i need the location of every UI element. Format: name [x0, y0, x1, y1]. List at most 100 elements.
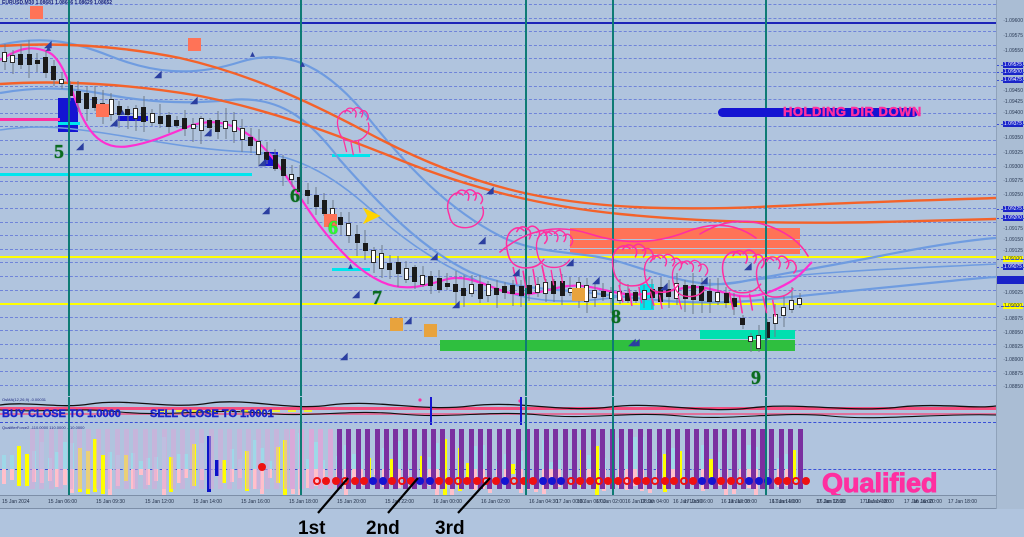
oscillator-header: OsMA(12,26,9) -0.00031	[2, 397, 47, 402]
price-axis-label: 1.09025	[1003, 290, 1023, 296]
grid-line	[0, 222, 996, 223]
candle-body	[174, 119, 180, 126]
histogram-signal-dot	[726, 477, 735, 485]
histogram-signal-dot	[378, 477, 387, 485]
demand-zone	[440, 340, 795, 351]
histogram-bar-positive	[146, 458, 151, 469]
sell-arrow-icon: ◢	[452, 299, 460, 310]
time-axis-label: 17 Jan 08:00	[728, 499, 757, 505]
histogram-signal-dot	[529, 477, 538, 485]
histogram-bar-negative	[503, 469, 508, 481]
price-axis-marker	[997, 72, 1024, 73]
histogram-signal-dot	[689, 477, 697, 485]
histogram-bar-negative	[214, 469, 219, 476]
candle-body	[690, 284, 696, 301]
candle-body	[272, 154, 278, 169]
histogram-bar-negative	[24, 469, 29, 487]
histogram-signal-dot	[557, 477, 566, 485]
candlestick	[223, 107, 229, 139]
histogram-signal-dot	[538, 477, 547, 485]
price-axis-marker	[997, 218, 1024, 219]
cyan-level-4	[332, 268, 370, 271]
sell-arrow-icon: ◢	[632, 337, 640, 348]
histogram-vertical-bar-light	[161, 429, 167, 489]
price-axis-label: 1.08950	[1003, 330, 1023, 336]
level-yellow-1	[0, 256, 996, 258]
histogram-vertical-bar	[619, 429, 624, 489]
histogram-bar-positive	[549, 461, 554, 469]
candlestick	[149, 108, 155, 126]
session-divider	[68, 0, 70, 396]
candlestick	[502, 282, 508, 300]
histogram-vertical-bar	[374, 429, 380, 489]
candle-body	[133, 108, 139, 120]
supply-zone	[570, 228, 800, 239]
histogram-vertical-bar	[722, 429, 728, 489]
candlestick	[707, 278, 713, 314]
histogram-signal-dot	[407, 477, 415, 485]
histogram-bar-positive	[746, 444, 751, 469]
price-axis-label: 1.09325	[1003, 150, 1023, 156]
price-pane[interactable]: EURUSD,M30 1.08681 1.08686 1.08629 1.086…	[0, 0, 996, 396]
histogram-vertical-bar	[440, 429, 446, 489]
histogram-signal-dot	[425, 477, 434, 485]
qualified-bear-label: Qualified Bear	[822, 468, 939, 496]
candlestick	[666, 279, 672, 309]
histogram-bar-positive	[24, 454, 29, 469]
histogram-bar-positive	[17, 445, 22, 469]
candlestick	[477, 275, 483, 303]
candle-body	[551, 281, 557, 295]
histogram-signal-dot	[717, 477, 726, 485]
histogram-vertical-bar	[487, 429, 493, 489]
histogram-bar-negative	[260, 469, 265, 495]
sell-arrow-icon: ◢	[486, 185, 494, 196]
candlestick	[198, 115, 204, 144]
price-axis[interactable]: 1.096001.095751.095501.095251.095001.094…	[996, 0, 1024, 495]
histogram-bar-positive	[351, 453, 356, 469]
candlestick	[485, 280, 491, 303]
candle-body	[600, 290, 606, 297]
level-navy	[0, 22, 996, 24]
price-axis-label: 1.08925	[1003, 344, 1023, 350]
price-axis-label: 1.09125	[1003, 248, 1023, 254]
histogram-signal-dot	[792, 477, 801, 485]
candle-body	[338, 216, 344, 226]
histogram-bar-negative	[708, 469, 713, 479]
histogram-vertical-bar-light	[142, 429, 148, 489]
candlestick	[526, 276, 532, 302]
buy-arrow-icon: ▴	[250, 49, 256, 60]
candle-wick	[750, 333, 752, 352]
histogram-bar-negative	[176, 469, 181, 483]
buy-arrow-icon: ▴	[300, 59, 306, 70]
histogram-bar-positive	[708, 459, 713, 469]
grid-line	[0, 358, 996, 359]
sell-arrow-icon: ◢	[340, 351, 348, 362]
wave-label-9-5: 9	[751, 367, 761, 389]
oscillator-pane[interactable]: OsMA(12,26,9) -0.00031 BUY CLOSE TO 1.00…	[0, 397, 996, 425]
histogram-vertical-bar-light	[283, 429, 289, 489]
price-axis-label: 1.08975	[1003, 316, 1023, 322]
wave-label-6-1: 6	[290, 185, 300, 207]
candle-body	[231, 119, 237, 133]
candlestick	[84, 86, 89, 122]
candlestick	[740, 315, 745, 330]
candle-body	[395, 262, 401, 275]
histogram-bar-positive	[176, 454, 181, 469]
candlestick	[354, 224, 360, 257]
histogram-bar-negative	[55, 469, 60, 488]
histogram-vertical-bar	[600, 429, 606, 489]
time-axis-label: 17 Jan 02:00	[596, 499, 625, 505]
cyan-level-2	[0, 173, 252, 176]
histogram-bar-positive	[131, 453, 136, 469]
histogram-bar-negative	[100, 469, 105, 494]
supply-zone	[570, 249, 800, 254]
histogram-pane[interactable]: QualifierForce2 -110.0000 110.0000 -110.…	[0, 425, 996, 495]
time-axis-label: 16 Jan 18:00	[865, 499, 894, 505]
time-axis-label: 16 Jan 20:00	[913, 499, 942, 505]
histogram-vertical-bar	[703, 429, 709, 489]
candlestick	[518, 280, 524, 307]
histogram-bar-negative	[670, 469, 675, 483]
candlestick	[59, 71, 65, 89]
histogram-vertical-bar-light	[255, 429, 261, 489]
histogram-bar-positive	[252, 439, 257, 469]
